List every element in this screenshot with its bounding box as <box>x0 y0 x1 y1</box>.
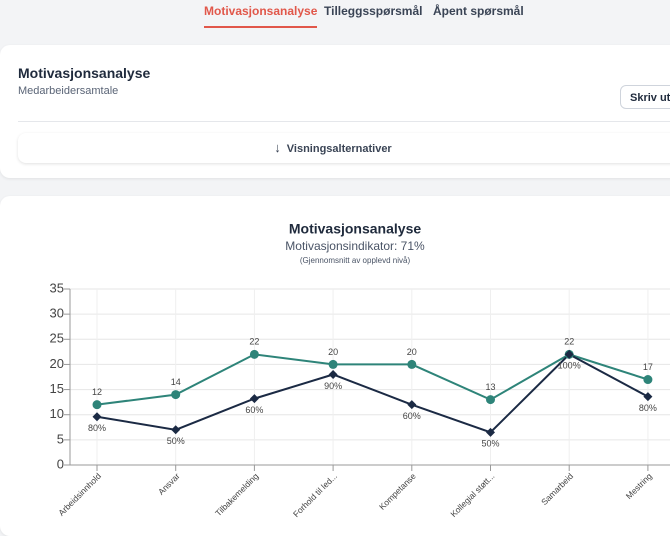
data-label: 90% <box>324 381 342 391</box>
x-tick-label: Samarbeid <box>539 471 575 507</box>
data-label: 17 <box>643 362 653 372</box>
x-tick-label: Tilbakemelding <box>213 471 260 518</box>
data-label: 20 <box>328 347 338 357</box>
point <box>249 349 259 359</box>
chart: Motivasjonsanalyse Motivasjonsindikator:… <box>50 221 670 519</box>
arrow-icon: ↓ <box>274 140 281 155</box>
print-button[interactable]: Skriv ut <box>620 85 670 109</box>
x-tick-label: Mestring <box>624 471 654 501</box>
tab[interactable]: Tilleggsspørsmål <box>324 4 423 18</box>
point <box>92 400 102 410</box>
point <box>328 359 338 369</box>
point <box>249 394 259 404</box>
point <box>171 425 181 435</box>
x-tick-label: Kompetanse <box>377 471 418 512</box>
options-label: Visningsalternativer <box>286 143 392 155</box>
y-tick-label: 5 <box>57 431 64 446</box>
header-card: Motivasjonsanalyse Medarbeidersamtale Sk… <box>0 45 670 178</box>
series-line <box>96 353 649 434</box>
data-label: 14 <box>171 377 181 387</box>
x-tick-label: Arbeidsinnhold <box>56 471 103 518</box>
data-label: 20 <box>407 347 417 357</box>
y-tick-label: 10 <box>50 406 64 421</box>
x-tick-label: Forhold til led... <box>291 471 339 519</box>
header-title: Motivasjonsanalyse <box>18 65 151 81</box>
data-label: 60% <box>245 405 263 415</box>
y-tick-label: 30 <box>50 306 64 321</box>
options-button[interactable]: ↓ Visningsalternativer <box>18 133 670 163</box>
point <box>92 412 102 422</box>
point <box>643 375 653 385</box>
point <box>564 349 574 359</box>
divider <box>18 121 670 122</box>
y-tick-label: 20 <box>50 356 64 371</box>
point <box>407 400 417 410</box>
data-label: 50% <box>481 439 499 449</box>
y-tick-label: 35 <box>50 280 64 295</box>
data-label: 50% <box>167 436 185 446</box>
data-label: 80% <box>88 423 106 433</box>
data-label: 80% <box>639 403 657 413</box>
data-label: 100% <box>558 361 581 371</box>
point <box>328 369 338 379</box>
y-tick-label: 25 <box>50 331 64 346</box>
data-label: 22 <box>249 337 259 347</box>
data-label: 60% <box>403 411 421 421</box>
y-tick-label: 0 <box>57 456 64 471</box>
point <box>486 427 495 437</box>
x-tick-label: Kollegial støtt... <box>448 471 496 519</box>
tab[interactable]: Åpent spørsmål <box>433 4 524 18</box>
tab[interactable]: Motivasjonsanalyse <box>204 4 318 28</box>
point <box>407 359 417 369</box>
x-tick-label: Ansvar <box>156 471 182 497</box>
y-tick-label: 15 <box>50 381 64 396</box>
point <box>486 395 495 405</box>
chart-subtitle: Motivasjonsindikator: 71% <box>285 239 425 253</box>
data-label: 22 <box>564 337 574 347</box>
tab-bar: Motivasjonsanalyse Tilleggsspørsmål Åpen… <box>0 0 670 30</box>
chart-note: (Gjennomsnitt av opplevd nivå) <box>300 256 411 265</box>
point <box>171 390 181 400</box>
point <box>643 392 653 402</box>
data-label: 13 <box>485 382 495 392</box>
header-subtitle: Medarbeidersamtale <box>18 85 119 97</box>
series-line <box>96 353 649 406</box>
data-label: 12 <box>92 387 102 397</box>
chart-title: Motivasjonsanalyse <box>289 221 421 237</box>
